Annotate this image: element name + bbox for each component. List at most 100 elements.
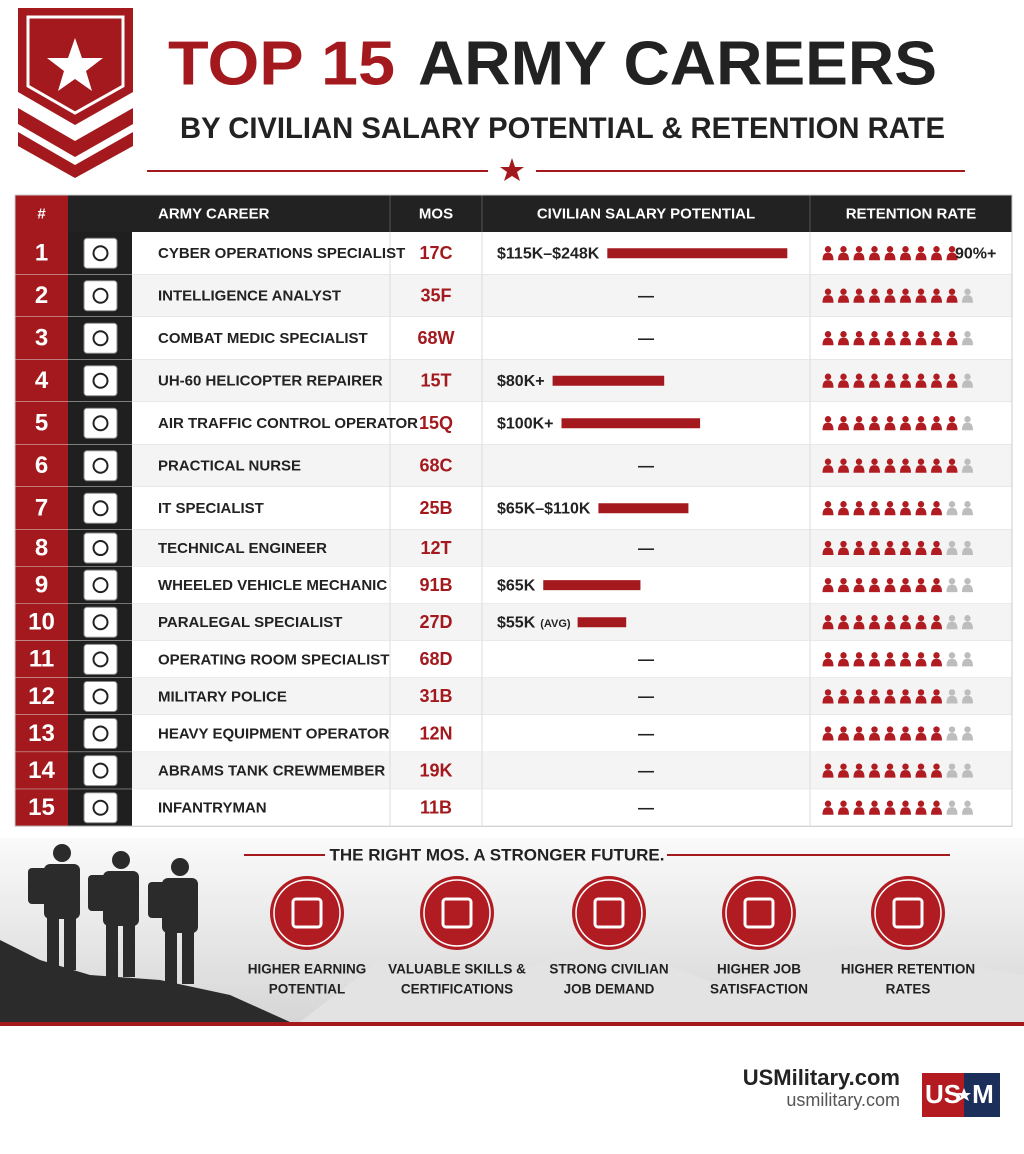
retention-icon bbox=[886, 577, 894, 585]
retention-icon bbox=[853, 337, 865, 346]
logo bbox=[964, 1073, 1000, 1117]
header-bg bbox=[15, 195, 1012, 232]
brand: USMilitary.com bbox=[743, 1065, 900, 1090]
retention-icon bbox=[838, 380, 849, 388]
retention-icon bbox=[838, 584, 849, 593]
benefit-ring bbox=[575, 879, 643, 947]
title-rest: ARMY CAREERS bbox=[418, 29, 937, 98]
retention-icon bbox=[838, 422, 849, 431]
icon-box bbox=[83, 755, 118, 787]
retention-icon bbox=[886, 416, 894, 423]
salary: — bbox=[638, 726, 654, 743]
retention-icon bbox=[853, 658, 865, 667]
retention-icon bbox=[917, 800, 925, 807]
icon-box bbox=[83, 407, 118, 439]
table-border bbox=[14, 194, 1013, 827]
mos: 25B bbox=[419, 498, 452, 518]
retention-icon bbox=[822, 807, 834, 815]
retention-icon bbox=[900, 295, 911, 303]
retention-icon bbox=[824, 501, 832, 508]
retention-icon bbox=[931, 733, 942, 741]
retention-icon bbox=[838, 295, 849, 303]
retention-icon bbox=[886, 800, 894, 807]
retention-icon bbox=[869, 295, 880, 303]
icon-box bbox=[83, 237, 118, 269]
salary: $100K+ bbox=[497, 415, 554, 432]
retention-icon bbox=[838, 547, 849, 556]
column-header: # bbox=[37, 205, 46, 222]
retention bbox=[822, 763, 973, 778]
icon-box bbox=[83, 450, 118, 482]
retention-icon bbox=[884, 252, 896, 261]
star bbox=[500, 158, 524, 181]
retention-icon bbox=[933, 726, 940, 733]
retention-icon bbox=[884, 295, 896, 303]
retention-icon bbox=[853, 295, 865, 303]
retention-icon bbox=[884, 465, 896, 473]
retention-icon bbox=[946, 695, 958, 704]
salary: — bbox=[638, 540, 654, 557]
retention-icon bbox=[915, 733, 927, 741]
retention-icon bbox=[933, 540, 940, 548]
retention-icon bbox=[964, 800, 971, 807]
retention-icon bbox=[900, 733, 911, 741]
retention-icon bbox=[869, 733, 880, 741]
rank: 13 bbox=[28, 720, 55, 747]
benefit-icon bbox=[722, 876, 796, 950]
benefit-ring bbox=[725, 879, 793, 947]
salary-bar bbox=[552, 375, 665, 386]
mos: 15T bbox=[420, 371, 451, 391]
retention-icon bbox=[869, 465, 880, 473]
icon-glyph bbox=[92, 799, 109, 816]
title-top: TOP 15 bbox=[168, 29, 395, 98]
retention-icon bbox=[900, 465, 911, 473]
rank: 8 bbox=[35, 534, 48, 561]
column-header: CIVILIAN SALARY POTENTIAL bbox=[537, 205, 755, 222]
retention-icon bbox=[902, 652, 909, 659]
retention-icon bbox=[931, 658, 942, 667]
retention-icon bbox=[933, 416, 940, 423]
retention-icon bbox=[884, 807, 896, 815]
retention-icon bbox=[946, 733, 958, 741]
retention-icon bbox=[962, 465, 973, 473]
retention-icon bbox=[931, 807, 942, 815]
retention-icon bbox=[838, 507, 849, 516]
mos: 35F bbox=[420, 286, 451, 306]
retention-icon bbox=[946, 337, 958, 346]
career: UH-60 HELICOPTER REPAIRER bbox=[158, 373, 383, 390]
retention-icon bbox=[900, 770, 911, 778]
rank-cell bbox=[15, 487, 68, 530]
career: INTELLIGENCE ANALYST bbox=[158, 288, 341, 305]
row-bg bbox=[132, 444, 1012, 487]
rank: 5 bbox=[35, 410, 48, 437]
benefit-glyph bbox=[892, 897, 924, 929]
retention-icon bbox=[855, 726, 863, 733]
retention-label: 90%+ bbox=[955, 245, 996, 262]
salary: — bbox=[638, 689, 654, 706]
career: OPERATING ROOM SPECIALIST bbox=[158, 651, 389, 668]
retention-icon bbox=[824, 652, 832, 659]
retention-icon bbox=[964, 726, 971, 733]
retention-icon bbox=[871, 577, 878, 585]
retention-icon bbox=[884, 658, 896, 667]
retention-icon bbox=[915, 770, 927, 778]
retention-icon bbox=[838, 770, 849, 778]
retention-icon bbox=[931, 547, 942, 556]
retention-icon bbox=[886, 331, 894, 338]
retention-icon bbox=[838, 658, 849, 667]
retention-icon bbox=[840, 652, 847, 659]
retention-icon bbox=[840, 800, 847, 807]
benefit-icon bbox=[420, 876, 494, 950]
retention-icon bbox=[933, 689, 940, 696]
logo-right: M bbox=[972, 1079, 994, 1109]
retention-icon bbox=[840, 577, 847, 585]
retention-icon bbox=[869, 547, 880, 556]
retention-icon bbox=[884, 422, 896, 431]
url: usmilitary.com bbox=[786, 1090, 900, 1110]
retention-icon bbox=[855, 501, 863, 508]
retention-icon bbox=[869, 422, 880, 431]
row-bg bbox=[132, 529, 1012, 567]
benefit-label: CERTIFICATIONS bbox=[401, 982, 513, 997]
retention-icon bbox=[871, 689, 878, 696]
benefit-glyph bbox=[743, 897, 775, 929]
